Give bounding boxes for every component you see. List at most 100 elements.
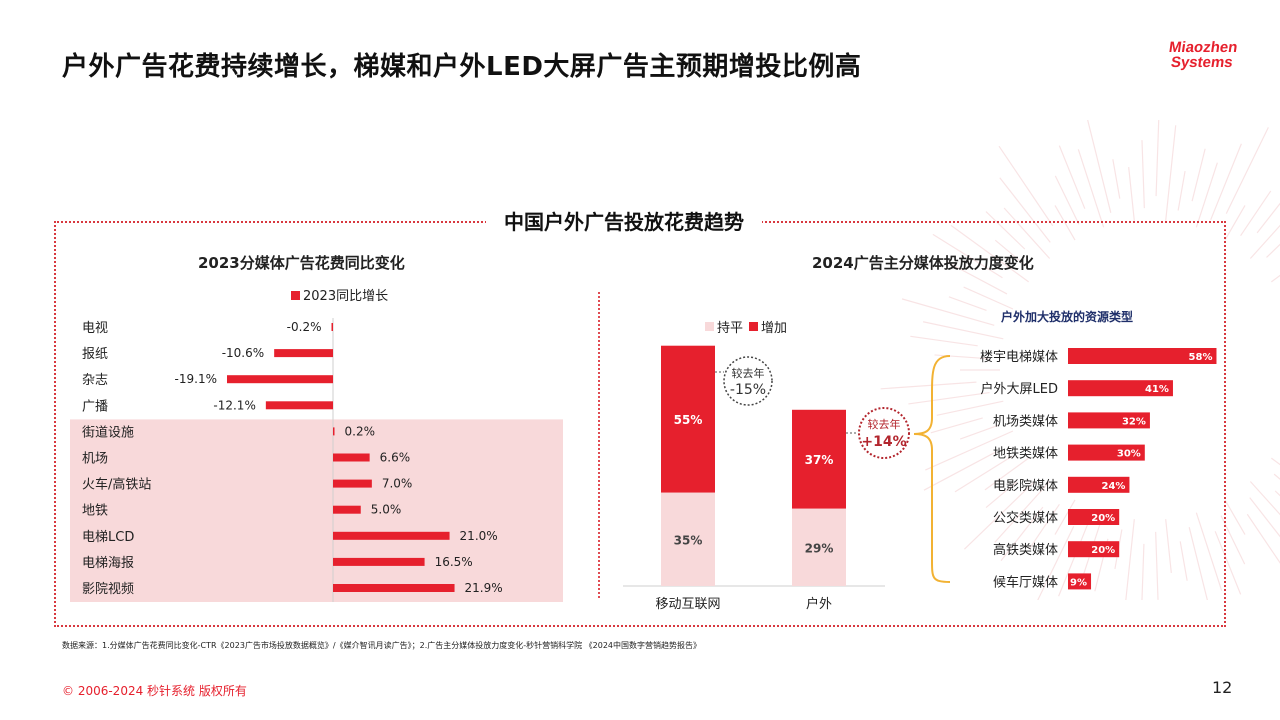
decor-line bbox=[936, 400, 1004, 416]
bar bbox=[1068, 509, 1120, 525]
decor-line bbox=[1155, 531, 1159, 600]
data-label: 0.2% bbox=[345, 424, 376, 438]
decor-line bbox=[1155, 120, 1160, 197]
decor-line bbox=[1224, 499, 1246, 535]
decor-line bbox=[1128, 167, 1135, 221]
data-label: 41% bbox=[1145, 384, 1169, 395]
bar bbox=[226, 375, 333, 384]
category-label: 户外 bbox=[806, 596, 832, 612]
decor-line bbox=[950, 224, 1030, 283]
decor-line bbox=[932, 233, 1003, 279]
decor-line bbox=[999, 177, 1051, 243]
data-label: 32% bbox=[1122, 416, 1146, 427]
data-label: 20% bbox=[1091, 513, 1115, 524]
category-label: 广播 bbox=[82, 399, 108, 414]
decor-line bbox=[954, 455, 1013, 493]
data-label: 9% bbox=[1070, 577, 1087, 588]
decor-line bbox=[1087, 120, 1112, 213]
legend-swatch-increase bbox=[749, 322, 758, 331]
data-label-increase: 55% bbox=[674, 413, 703, 427]
legend-swatch bbox=[291, 291, 300, 300]
annotation-line2: -15% bbox=[730, 382, 766, 398]
decor-line bbox=[1249, 481, 1280, 516]
decor-line bbox=[1028, 503, 1060, 550]
highlight-region bbox=[70, 419, 563, 602]
decor-line bbox=[1179, 541, 1188, 581]
decor-line bbox=[1210, 143, 1242, 221]
decor-line bbox=[985, 481, 1018, 509]
category-label: 移动互联网 bbox=[655, 597, 720, 612]
decor-line bbox=[923, 451, 997, 491]
bar bbox=[333, 584, 455, 592]
category-label: 杂志 bbox=[82, 373, 108, 388]
decor-line bbox=[901, 298, 995, 326]
decor-line bbox=[1125, 519, 1135, 600]
bar bbox=[333, 505, 361, 514]
decor-line bbox=[908, 391, 990, 405]
legend-label-flat: 持平 bbox=[717, 321, 743, 336]
bar bbox=[1068, 380, 1173, 397]
chart1-title: 2023分媒体广告花费同比变化 bbox=[198, 254, 405, 272]
decor-line bbox=[1165, 125, 1177, 221]
decor-line bbox=[1240, 190, 1272, 237]
decor-line bbox=[1246, 513, 1280, 564]
decor-line bbox=[1195, 512, 1223, 591]
decor-line bbox=[1273, 473, 1280, 480]
decor-line bbox=[994, 239, 1027, 267]
category-label: 机场 bbox=[82, 452, 108, 467]
data-label: 6.6% bbox=[380, 451, 411, 465]
category-label: 地铁 bbox=[82, 504, 108, 519]
decor-line bbox=[1141, 140, 1145, 209]
data-label: 5.0% bbox=[371, 503, 402, 517]
chart3-title: 户外加大投放的资源类型 bbox=[1001, 309, 1133, 324]
decor-line bbox=[1270, 274, 1280, 283]
data-label-flat: 29% bbox=[805, 541, 834, 555]
bar bbox=[331, 323, 333, 331]
bar-increase bbox=[661, 345, 715, 493]
data-label-flat: 35% bbox=[674, 533, 703, 547]
decor-line bbox=[985, 211, 1026, 250]
bar-increase bbox=[792, 409, 846, 509]
category-label: 公交类媒体 bbox=[993, 510, 1058, 526]
category-label: 楼宇电梯媒体 bbox=[980, 350, 1058, 365]
decor-line bbox=[959, 424, 998, 440]
section-title: 中国户外广告投放花费趋势 bbox=[504, 210, 744, 234]
category-label: 机场类媒体 bbox=[993, 414, 1058, 429]
annotation-circle bbox=[858, 407, 910, 459]
chart2-title: 2024广告主分媒体投放力度变化 bbox=[812, 254, 1034, 272]
category-label: 电梯LCD bbox=[82, 530, 134, 545]
decor-line bbox=[1224, 205, 1246, 241]
legend-swatch-flat bbox=[705, 322, 714, 331]
category-label: 高铁类媒体 bbox=[993, 542, 1058, 558]
decor-line bbox=[1225, 127, 1269, 214]
category-label: 影院视频 bbox=[82, 582, 134, 597]
decor-line bbox=[1195, 162, 1218, 228]
decor-line bbox=[1112, 159, 1121, 199]
decor-line bbox=[880, 381, 977, 390]
annotation-line1: 较去年 bbox=[868, 417, 901, 431]
data-label: 20% bbox=[1091, 545, 1115, 556]
bar bbox=[1068, 412, 1150, 429]
curly-bracket bbox=[913, 355, 951, 583]
category-label: 候车厅媒体 bbox=[993, 574, 1058, 590]
bar bbox=[1068, 573, 1092, 590]
data-label: 16.5% bbox=[435, 555, 473, 569]
data-label: 30% bbox=[1117, 449, 1141, 460]
annotation-line2: +14% bbox=[861, 434, 906, 450]
decor-line bbox=[998, 145, 1054, 227]
decor-line bbox=[946, 261, 1008, 295]
decor-line bbox=[1058, 519, 1090, 597]
bar bbox=[265, 401, 333, 410]
bar bbox=[333, 453, 370, 462]
data-label: 58% bbox=[1189, 352, 1213, 363]
category-label: 地铁类媒体 bbox=[993, 447, 1058, 462]
annotation-line1: 较去年 bbox=[732, 366, 765, 380]
decor-line bbox=[1054, 499, 1076, 535]
decor-line bbox=[925, 430, 1014, 471]
chart-divider bbox=[598, 292, 600, 598]
decor-line bbox=[1266, 243, 1280, 258]
bar bbox=[1068, 476, 1130, 493]
decor-line bbox=[1000, 506, 1044, 562]
decor-line bbox=[1249, 497, 1280, 538]
decor-line bbox=[1037, 526, 1075, 600]
